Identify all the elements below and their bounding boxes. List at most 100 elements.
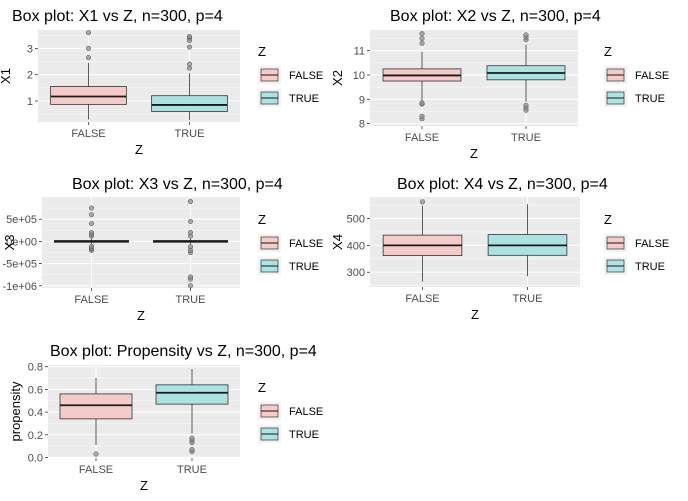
box-true bbox=[155, 368, 229, 455]
y-axis-label: X1 bbox=[0, 68, 13, 84]
chart-title: Box plot: X1 vs Z, n=300, p=4 bbox=[12, 8, 223, 25]
legend-title: Z bbox=[604, 44, 612, 59]
chart-panel-3: Box plot: X3 vs Z, n=300, p=4 -1e+06 -5e+0… bbox=[2, 176, 323, 323]
iqr-box bbox=[151, 95, 228, 112]
outlier-point bbox=[93, 451, 99, 457]
legend-title: Z bbox=[604, 212, 612, 227]
y-tick-label: 1 bbox=[27, 96, 33, 108]
y-tick-label: 5e+05 bbox=[6, 214, 37, 226]
y-tick-label: 11 bbox=[354, 46, 365, 58]
y-tick-label: 2 bbox=[27, 70, 33, 82]
legend: Z FALSE TRUE bbox=[604, 212, 669, 275]
legend-label-true: TRUE bbox=[289, 93, 319, 105]
outlier-point bbox=[189, 446, 195, 453]
x-tick-label: FALSE bbox=[74, 294, 108, 306]
x-axis-label: Z bbox=[135, 142, 143, 157]
legend: Z FALSE TRUE bbox=[604, 44, 669, 107]
chart-title: Box plot: X2 vs Z, n=300, p=4 bbox=[390, 8, 601, 25]
outlier-point bbox=[523, 32, 529, 38]
box-true bbox=[487, 204, 568, 277]
y-axis-label: propensity bbox=[8, 381, 23, 441]
y-tick-label: 10 bbox=[353, 70, 365, 82]
box-true bbox=[486, 32, 566, 113]
chart-panel-2: Box plot: X2 vs Z, n=300, p=4 8 9 10 11 FALSE… bbox=[330, 8, 669, 161]
x-tick-label: FALSE bbox=[405, 132, 439, 144]
box-false bbox=[59, 378, 133, 457]
y-tick-label: 9 bbox=[359, 94, 365, 106]
x-axis-label: Z bbox=[470, 146, 478, 161]
box-false bbox=[50, 30, 127, 120]
chart-title: Box plot: Propensity vs Z, n=300, p=4 bbox=[50, 343, 317, 360]
box-true bbox=[152, 198, 229, 289]
outlier-point bbox=[419, 35, 425, 42]
legend-label-false: FALSE bbox=[289, 238, 323, 250]
y-tick-label: -5e+05 bbox=[2, 259, 37, 271]
iqr-box bbox=[155, 384, 229, 405]
outlier-point bbox=[419, 40, 425, 46]
legend-label-false: FALSE bbox=[289, 70, 323, 82]
y-tick-label: 8 bbox=[359, 119, 365, 131]
outlier-point bbox=[88, 243, 95, 249]
outlier-point bbox=[186, 44, 193, 50]
legend-label-true: TRUE bbox=[635, 93, 665, 105]
outlier-point bbox=[419, 199, 426, 205]
outlier-point bbox=[88, 229, 95, 236]
chart-panel-1: Box plot: X1 vs Z, n=300, p=4 1 2 3 FALSE TRU… bbox=[0, 8, 323, 157]
y-tick-label: 0.2 bbox=[28, 430, 43, 442]
chart-panel-4: Box plot: X4 vs Z, n=300, p=4 300 400 500 FA… bbox=[330, 176, 669, 322]
legend-label-true: TRUE bbox=[635, 261, 665, 273]
legend-label-false: FALSE bbox=[635, 238, 669, 250]
legend-label-true: TRUE bbox=[289, 261, 319, 273]
outlier-point bbox=[189, 435, 195, 441]
outlier-point bbox=[186, 34, 193, 40]
x-tick-label: TRUE bbox=[513, 293, 543, 305]
legend-label-false: FALSE bbox=[289, 406, 323, 418]
y-tick-label: 0.6 bbox=[28, 384, 43, 396]
outlier-point bbox=[187, 274, 194, 280]
outlier-point bbox=[419, 113, 425, 119]
box-false bbox=[382, 31, 462, 122]
outlier-point bbox=[186, 61, 193, 67]
outlier-point bbox=[85, 30, 92, 36]
y-tick-label: 0.4 bbox=[28, 407, 43, 419]
iqr-box bbox=[50, 86, 127, 105]
x-axis-label: Z bbox=[137, 308, 145, 323]
legend-title: Z bbox=[258, 380, 266, 395]
x-tick-label: FALSE bbox=[71, 128, 105, 140]
outlier-point bbox=[523, 102, 529, 108]
y-tick-label: 400 bbox=[347, 240, 365, 252]
legend: Z FALSE TRUE bbox=[258, 212, 323, 275]
box-false bbox=[382, 199, 463, 282]
box-true bbox=[151, 34, 228, 120]
legend: Z FALSE TRUE bbox=[258, 44, 323, 107]
legend-title: Z bbox=[258, 212, 266, 227]
x-tick-label: FALSE bbox=[405, 293, 439, 305]
outlier-point bbox=[419, 100, 425, 106]
x-tick-label: TRUE bbox=[177, 464, 207, 476]
x-tick-label: TRUE bbox=[175, 128, 205, 140]
legend-label-true: TRUE bbox=[289, 429, 319, 441]
outlier-point bbox=[85, 45, 92, 51]
y-tick-label: -1e+06 bbox=[2, 281, 37, 293]
x-tick-label: TRUE bbox=[176, 294, 206, 306]
y-tick-label: 0e+00 bbox=[6, 236, 37, 248]
outlier-point bbox=[419, 31, 425, 37]
outlier-point bbox=[88, 221, 95, 227]
y-tick-label: 300 bbox=[347, 267, 365, 279]
outlier-point bbox=[187, 218, 194, 224]
x-tick-label: TRUE bbox=[511, 132, 541, 144]
y-axis-label: X3 bbox=[2, 235, 17, 251]
y-tick-label: 500 bbox=[347, 213, 365, 225]
outlier-point bbox=[85, 55, 92, 61]
legend: Z FALSE TRUE bbox=[258, 380, 323, 443]
box-false bbox=[53, 205, 130, 253]
chart-panel-5: Box plot: Propensity vs Z, n=300, p=4 0.0… bbox=[8, 343, 323, 493]
y-tick-label: 0.8 bbox=[28, 362, 43, 374]
y-axis-label: X4 bbox=[330, 234, 345, 250]
x-axis-label: Z bbox=[140, 478, 148, 493]
x-axis-label: Z bbox=[471, 307, 479, 322]
chart-title: Box plot: X3 vs Z, n=300, p=4 bbox=[72, 176, 283, 193]
outlier-point bbox=[187, 229, 194, 236]
outlier-point bbox=[187, 198, 194, 204]
